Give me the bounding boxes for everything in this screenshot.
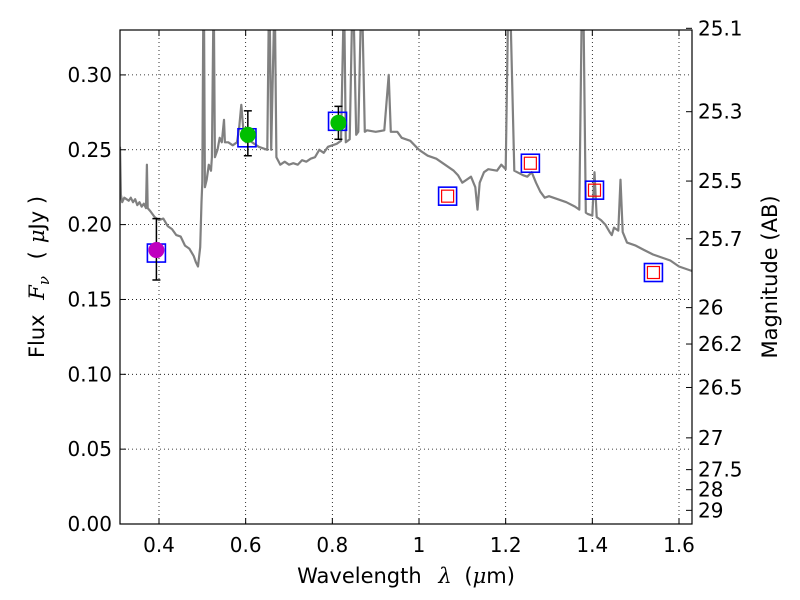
prediction-box bbox=[646, 265, 661, 280]
x-tick-label: 1 bbox=[413, 533, 426, 557]
photometry-markers bbox=[146, 105, 664, 283]
mag-tick-label: 25.3 bbox=[698, 100, 743, 124]
x-axis-label-unit: m) bbox=[486, 564, 515, 588]
observed-point bbox=[239, 126, 256, 143]
y-tick-label: 0.20 bbox=[67, 213, 112, 237]
model-spectrum-line bbox=[120, 30, 692, 273]
mag-tick-label: 27.5 bbox=[698, 458, 743, 482]
y-axis-label-paren: ( bbox=[25, 251, 49, 259]
y-tick-label: 0.30 bbox=[67, 63, 112, 87]
x-axis-label-paren: ( bbox=[464, 564, 472, 588]
grid-lines bbox=[120, 30, 692, 525]
y-tick-label: 0.00 bbox=[67, 512, 112, 536]
prediction-box bbox=[587, 183, 602, 197]
x-tick-label: 0.6 bbox=[230, 533, 262, 557]
plot-frame bbox=[119, 29, 693, 525]
y-axis-label-nu: ν bbox=[35, 276, 53, 285]
y-axis-label-mu: μ bbox=[25, 229, 49, 243]
mag-tick-label: 26 bbox=[698, 296, 723, 320]
mag-tick-label: 29 bbox=[698, 498, 723, 522]
x-axis-label-text: Wavelength bbox=[297, 564, 422, 588]
x-tick-label: 1.2 bbox=[490, 533, 522, 557]
x-tick-label: 0.4 bbox=[143, 533, 175, 557]
mag-tick-label: 27 bbox=[698, 426, 723, 450]
y2-axis-label: Magnitude (AB) bbox=[758, 195, 782, 358]
mag-tick-label: 25.7 bbox=[698, 227, 743, 251]
mag-tick-label: 25.1 bbox=[698, 16, 743, 40]
y-axis-label-text: Flux bbox=[25, 314, 49, 358]
axis-ticks: 0.4 0.6 0.8 1 1.2 1.4 1.6 0.00 0.05 0.10 0.15 0.20 0… bbox=[67, 16, 742, 557]
mag-tick-label: 26.2 bbox=[698, 332, 743, 356]
prediction-box bbox=[523, 156, 537, 170]
y-tick-label: 0.10 bbox=[67, 362, 112, 386]
y-axis-label: Flux Fν ( μJy ) bbox=[25, 196, 54, 358]
x-axis-label-mu: μ bbox=[473, 564, 487, 588]
photometry-box bbox=[437, 186, 458, 206]
mag-tick-label: 26.5 bbox=[698, 375, 743, 399]
photometry-box bbox=[520, 153, 541, 174]
x-tick-label: 0.8 bbox=[316, 533, 348, 557]
photometry-box bbox=[643, 262, 664, 283]
observed-point bbox=[330, 114, 347, 131]
photometry-box bbox=[584, 180, 605, 200]
model-spectrum-series bbox=[120, 30, 692, 273]
mag-tick-label: 28 bbox=[698, 478, 723, 502]
x-axis-label: Wavelength λ (μm) bbox=[297, 564, 515, 588]
y-tick-label: 0.15 bbox=[67, 287, 112, 311]
observed-point bbox=[148, 242, 165, 259]
y-tick-label: 0.25 bbox=[67, 138, 112, 162]
prediction-box bbox=[441, 189, 455, 203]
y-axis-label-F: F bbox=[25, 284, 49, 301]
y-tick-label: 0.05 bbox=[67, 437, 112, 461]
x-axis-label-lambda: λ bbox=[437, 564, 451, 588]
x-tick-label: 1.4 bbox=[576, 533, 608, 557]
mag-tick-label: 25.5 bbox=[698, 169, 743, 193]
y-axis-label-unit: Jy ) bbox=[25, 196, 49, 232]
x-tick-label: 1.6 bbox=[663, 533, 695, 557]
